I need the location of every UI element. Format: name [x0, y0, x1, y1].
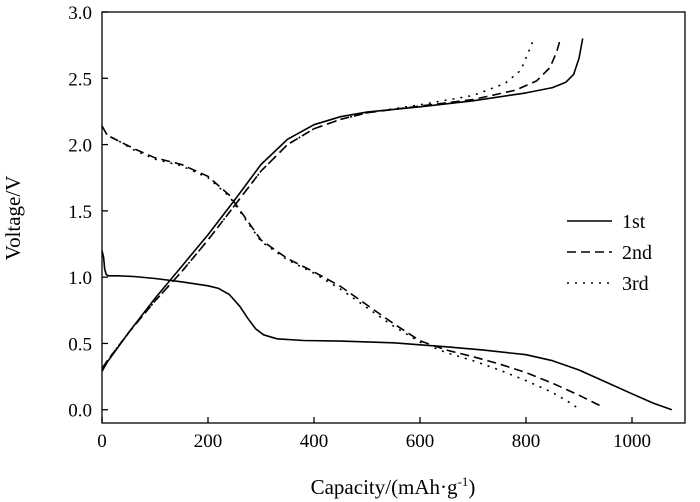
y-tick-label: 3.0	[68, 3, 92, 24]
series-3rd-curve-discharge	[101, 125, 577, 408]
x-tick-label: 600	[406, 431, 435, 452]
x-axis-label-end: )	[468, 475, 475, 499]
plot-frame	[101, 11, 686, 424]
y-tick-label: 2.0	[68, 136, 92, 157]
y-axis-ticks	[102, 11, 108, 411]
x-axis-label: Capacity/(mAh·g-1)	[311, 474, 476, 499]
x-tick-label: 1000	[613, 431, 651, 452]
x-axis-ticks	[101, 417, 633, 423]
series-2nd-curve-charge	[101, 38, 562, 370]
y-axis-label: Voltage/V	[1, 176, 25, 261]
series-2nd-curve-discharge	[101, 125, 604, 408]
x-axis-label-main: Capacity/(mAh·g	[311, 475, 458, 499]
legend-label-3rd: 3rd	[622, 273, 649, 295]
series-curves	[101, 38, 673, 411]
x-tick-label: 400	[300, 431, 329, 452]
y-tick-label: 1.0	[68, 268, 92, 289]
x-tick-label: 800	[512, 431, 541, 452]
series-1st-curve-charge	[101, 38, 584, 372]
y-tick-label: 0.5	[68, 334, 92, 355]
legend-label-2nd: 2nd	[622, 242, 652, 264]
x-tick-label: 0	[97, 431, 107, 452]
series-3rd-curve-charge	[101, 38, 535, 370]
legend-label-1st: 1st	[622, 211, 646, 233]
y-tick-label: 0.0	[68, 401, 92, 422]
x-axis-tick-labels: 0 200 400 600 800 1000	[97, 431, 651, 452]
x-axis-label-superscript: -1	[458, 474, 469, 489]
y-tick-label: 2.5	[68, 69, 92, 90]
series-1st-curve-discharge	[101, 250, 673, 411]
y-tick-label: 1.5	[68, 202, 92, 223]
x-tick-label: 200	[194, 431, 223, 452]
legend: 1st 2nd 3rd	[567, 211, 652, 295]
y-axis-tick-labels: 0.0 0.5 1.0 1.5 2.0 2.5 3.0	[68, 3, 92, 422]
